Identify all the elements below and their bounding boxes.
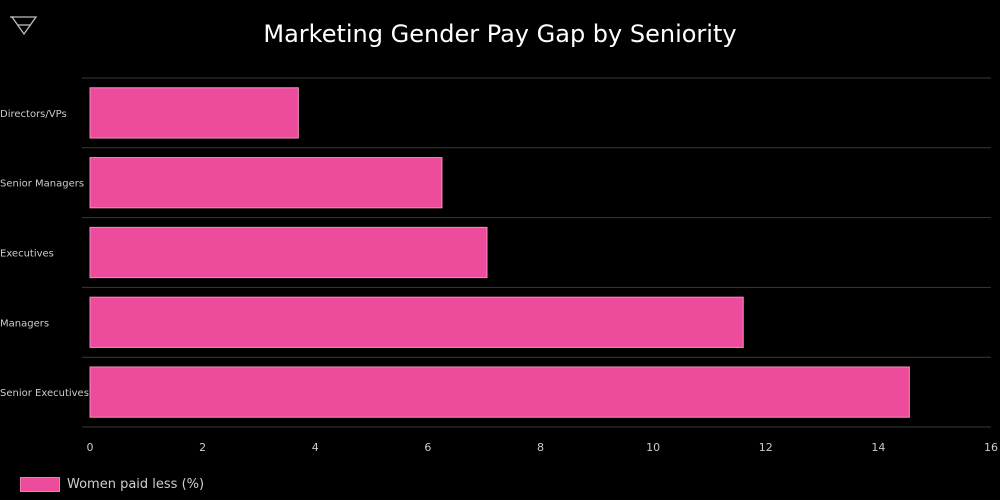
x-tick-label: 4 <box>312 441 319 454</box>
triangle-logo-icon <box>10 16 38 36</box>
category-label: Executives <box>0 249 54 260</box>
category-label: Senior Managers <box>0 179 84 190</box>
bar[interactable] <box>89 87 299 139</box>
x-tick-label: 10 <box>646 441 660 454</box>
x-tick-label: 8 <box>537 441 544 454</box>
category-label: Directors/VPs <box>0 109 67 120</box>
category-label: Managers <box>0 318 49 329</box>
x-tick-label: 16 <box>984 441 998 454</box>
legend-swatch <box>20 476 60 492</box>
legend-label: Women paid less (%) <box>67 476 205 492</box>
bar[interactable] <box>89 296 744 348</box>
x-tick-label: 2 <box>199 441 206 454</box>
chart-title: Marketing Gender Pay Gap by Seniority <box>263 20 737 48</box>
bar[interactable] <box>89 226 488 279</box>
chart-legend[interactable]: Women paid less (%) <box>20 474 204 494</box>
bar-chart: Directors/VPs Senior Managers Executives Ma… <box>0 77 998 454</box>
bar[interactable] <box>89 157 443 209</box>
bar[interactable] <box>89 366 910 418</box>
category-label: Senior Executives <box>0 388 89 399</box>
x-tick-label: 6 <box>424 441 431 454</box>
x-tick-label: 12 <box>759 441 773 454</box>
x-tick-label: 14 <box>871 441 885 454</box>
x-tick-label: 0 <box>87 441 94 454</box>
